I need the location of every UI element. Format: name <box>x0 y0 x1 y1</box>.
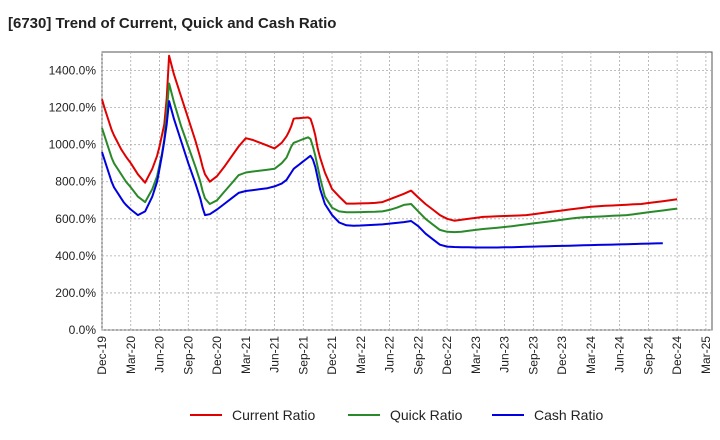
x-tick-label: Sep-20 <box>181 336 195 375</box>
x-tick-label: Mar-24 <box>584 336 598 374</box>
x-tick-label: Sep-22 <box>411 336 425 375</box>
x-tick-label: Sep-23 <box>526 336 540 375</box>
x-tick-label: Jun-20 <box>153 336 167 373</box>
x-tick-label: Jun-23 <box>498 336 512 373</box>
legend-label-quick-ratio: Quick Ratio <box>390 407 463 423</box>
y-tick-label: 800.0% <box>55 175 96 189</box>
x-tick-label: Mar-23 <box>469 336 483 374</box>
x-tick-label: Dec-23 <box>555 336 569 375</box>
x-tick-label: Dec-22 <box>440 336 454 375</box>
y-tick-label: 200.0% <box>55 286 96 300</box>
x-tick-label: Jun-22 <box>383 336 397 373</box>
x-tick-label: Sep-21 <box>296 336 310 375</box>
x-tick-label: Jun-24 <box>613 336 627 373</box>
y-tick-label: 1000.0% <box>49 138 97 152</box>
y-tick-label: 1400.0% <box>49 64 97 78</box>
x-tick-label: Sep-24 <box>641 336 655 375</box>
x-tick-label: Dec-20 <box>210 336 224 375</box>
x-tick-label: Mar-21 <box>239 336 253 374</box>
x-tick-label: Dec-21 <box>325 336 339 375</box>
legend-label-cash-ratio: Cash Ratio <box>534 407 603 423</box>
series-line-current-ratio <box>101 54 678 222</box>
x-tick-label: Mar-20 <box>124 336 138 374</box>
x-tick-label: Mar-22 <box>354 336 368 374</box>
y-tick-label: 400.0% <box>55 249 96 263</box>
x-tick-label: Dec-19 <box>95 336 109 375</box>
x-tick-label: Dec-24 <box>670 336 684 375</box>
y-tick-label: 0.0% <box>69 323 97 337</box>
plot-area-border <box>101 51 713 331</box>
x-tick-label: Jun-21 <box>268 336 282 373</box>
series-line-cash-ratio <box>101 100 663 249</box>
chart-title: [6730] Trend of Current, Quick and Cash … <box>8 15 336 32</box>
y-tick-label: 600.0% <box>55 212 96 226</box>
legend-label-current-ratio: Current Ratio <box>232 407 315 423</box>
x-tick-label: Mar-25 <box>699 336 713 374</box>
y-tick-label: 1200.0% <box>49 101 97 115</box>
